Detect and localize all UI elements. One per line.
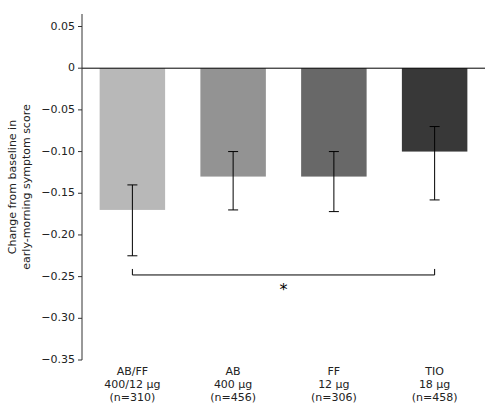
y-tick-label: −0.20 [41, 228, 75, 241]
error-bar [430, 127, 440, 200]
error-bar [127, 185, 137, 256]
y-tick-label: −0.30 [41, 311, 75, 324]
error-bar [329, 152, 339, 212]
y-tick [78, 109, 82, 110]
bracket [132, 269, 434, 275]
x-tick-label: FF12 μg(n=306) [311, 365, 357, 404]
y-tick [78, 193, 82, 194]
error-bar [228, 152, 238, 210]
y-tick-label: −0.05 [41, 103, 75, 116]
x-tick-label: AB/FF400/12 μg(n=310) [104, 365, 160, 404]
plot-area [82, 68, 485, 275]
y-axis [82, 14, 83, 360]
y-tick-label: −0.25 [41, 270, 75, 283]
y-tick-label: −0.15 [41, 186, 75, 199]
y-tick [78, 318, 82, 319]
y-tick-label: 0.05 [51, 20, 76, 33]
y-tick-label: 0 [68, 61, 75, 74]
x-tick-label: TIO18 μg(n=458) [412, 365, 458, 404]
y-tick-label: −0.35 [41, 353, 75, 366]
y-tick [78, 26, 82, 27]
chart: * 0.05 0 −0.05 −0.10 −0.15 −0.20 −0.25 −0.30 −0.3… [0, 0, 500, 413]
y-axis-label: Change from baseline inearly-morning sym… [6, 104, 33, 270]
y-tick [78, 360, 82, 361]
y-tick-label: −0.10 [41, 145, 75, 158]
y-tick [78, 68, 82, 69]
x-tick-label: AB400 μg(n=456) [210, 365, 256, 404]
y-tick [78, 276, 82, 277]
y-tick [78, 234, 82, 235]
baseline [82, 68, 485, 69]
annotation: * [280, 280, 288, 299]
y-tick [78, 151, 82, 152]
